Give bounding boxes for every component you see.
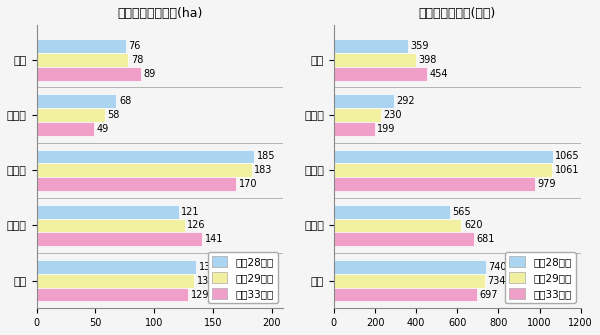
- Text: 183: 183: [254, 165, 272, 175]
- Legend: 平成28年度, 平成29年度, 平成33年度: 平成28年度, 平成29年度, 平成33年度: [505, 252, 575, 303]
- Bar: [334, 108, 381, 122]
- Bar: [334, 163, 552, 177]
- Bar: [334, 53, 416, 67]
- Text: 121: 121: [181, 207, 200, 217]
- Text: 76: 76: [128, 41, 141, 51]
- Text: 78: 78: [131, 55, 143, 65]
- Text: 89: 89: [143, 69, 156, 79]
- Text: 454: 454: [430, 69, 448, 79]
- Bar: [37, 122, 94, 136]
- Text: 185: 185: [257, 151, 275, 161]
- Text: 565: 565: [452, 207, 471, 217]
- Bar: [37, 67, 141, 80]
- Text: 58: 58: [107, 110, 119, 120]
- Text: 1061: 1061: [554, 165, 579, 175]
- Bar: [37, 94, 116, 108]
- Bar: [37, 232, 202, 246]
- Text: 49: 49: [97, 124, 109, 134]
- Text: 68: 68: [119, 96, 131, 106]
- Bar: [37, 274, 194, 288]
- Bar: [334, 177, 535, 191]
- Bar: [37, 39, 126, 53]
- Text: 141: 141: [205, 234, 223, 244]
- Title: 加工用米生産量(トン): 加工用米生産量(トン): [419, 7, 496, 20]
- Bar: [37, 149, 254, 163]
- Text: 126: 126: [187, 220, 206, 230]
- Text: 359: 359: [410, 41, 428, 51]
- Text: 979: 979: [538, 179, 556, 189]
- Bar: [334, 274, 485, 288]
- Text: 134: 134: [197, 276, 215, 286]
- Text: 620: 620: [464, 220, 482, 230]
- Text: 681: 681: [476, 234, 495, 244]
- Bar: [37, 288, 188, 302]
- Bar: [37, 205, 179, 218]
- Bar: [334, 260, 486, 274]
- Bar: [37, 260, 196, 274]
- Bar: [334, 288, 477, 302]
- Text: 129: 129: [191, 289, 209, 299]
- Bar: [334, 67, 427, 80]
- Bar: [334, 122, 375, 136]
- Bar: [334, 205, 450, 218]
- Text: 740: 740: [488, 262, 507, 272]
- Bar: [37, 177, 236, 191]
- Text: 734: 734: [487, 276, 506, 286]
- Text: 1065: 1065: [556, 151, 580, 161]
- Legend: 平成28年度, 平成29年度, 平成33年度: 平成28年度, 平成29年度, 平成33年度: [208, 252, 278, 303]
- Text: 697: 697: [480, 289, 498, 299]
- Bar: [334, 149, 553, 163]
- Text: 292: 292: [397, 96, 415, 106]
- Bar: [37, 53, 128, 67]
- Text: 170: 170: [239, 179, 257, 189]
- Text: 398: 398: [418, 55, 437, 65]
- Text: 136: 136: [199, 262, 217, 272]
- Bar: [334, 94, 394, 108]
- Bar: [334, 218, 461, 232]
- Title: 加工用米作付面積(ha): 加工用米作付面積(ha): [117, 7, 203, 20]
- Bar: [334, 39, 408, 53]
- Bar: [334, 232, 474, 246]
- Text: 230: 230: [383, 110, 402, 120]
- Text: 199: 199: [377, 124, 395, 134]
- Bar: [37, 108, 105, 122]
- Bar: [37, 163, 251, 177]
- Bar: [37, 218, 185, 232]
